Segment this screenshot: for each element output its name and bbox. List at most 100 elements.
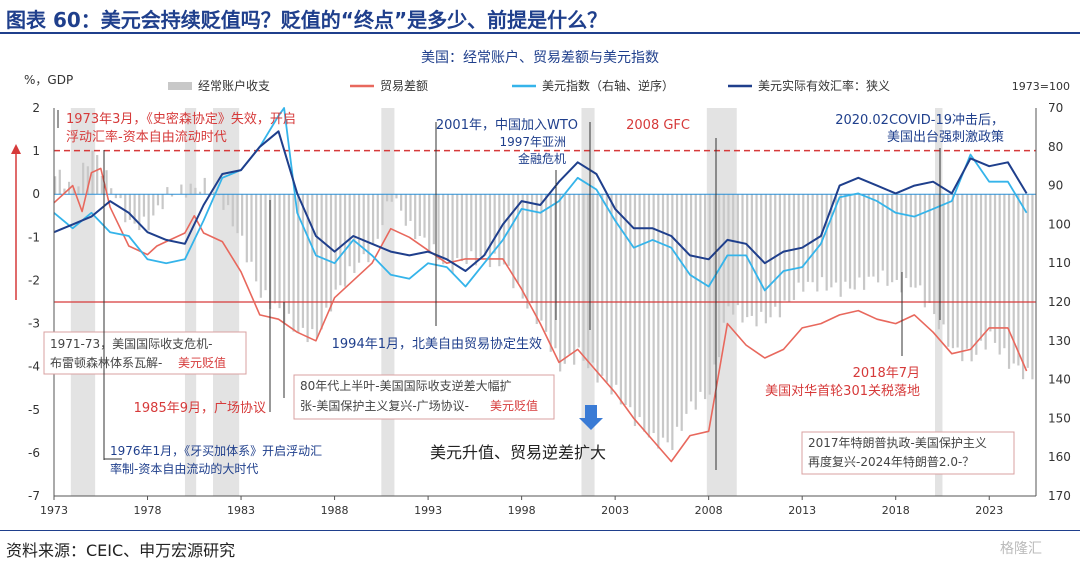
current-account-bar bbox=[1031, 194, 1034, 380]
legend: 经常账户收支 贸易差额 美元指数（右轴、逆序） 美元实际有效汇率：狭义 bbox=[168, 78, 890, 93]
current-account-bar bbox=[554, 194, 557, 349]
header: 图表 60：美元会持续贬值吗？贬值的“终点”是多少、前提是什么？ bbox=[0, 0, 1080, 32]
annotation-label: 2018年7月 bbox=[853, 366, 920, 381]
current-account-bar bbox=[222, 194, 225, 210]
annotation-label: 2001年，中国加入WTO bbox=[436, 118, 578, 133]
current-account-bar bbox=[142, 194, 146, 217]
current-account-bar bbox=[470, 194, 473, 252]
current-account-bar bbox=[596, 194, 599, 383]
right-tick-label: 70 bbox=[1048, 101, 1063, 115]
current-account-bar bbox=[77, 186, 80, 195]
current-account-bar bbox=[830, 194, 833, 288]
current-account-bar bbox=[797, 194, 800, 283]
left-tick-label: -1 bbox=[28, 230, 40, 244]
current-account-bar bbox=[549, 194, 552, 352]
current-account-bar bbox=[245, 194, 248, 263]
current-account-bar bbox=[170, 194, 174, 197]
current-account-bar bbox=[615, 194, 618, 385]
axes: 2 1 0 -1 -2 -3 -4 -5 -6 -7 70 80 90 100 110 120 130 140 15… bbox=[11, 101, 1071, 517]
current-account-bar bbox=[432, 194, 435, 245]
legend-label-dollar_index: 美元指数（右轴、逆序） bbox=[542, 78, 674, 93]
current-account-bar bbox=[657, 194, 660, 449]
legend-label-current_account: 经常账户收支 bbox=[198, 78, 270, 93]
current-account-bar bbox=[802, 194, 805, 292]
right-tick-label: 100 bbox=[1048, 217, 1071, 231]
current-account-bar bbox=[428, 194, 431, 254]
right-tick-label: 150 bbox=[1048, 411, 1071, 425]
right-tick-label: 170 bbox=[1048, 489, 1071, 503]
current-account-bar bbox=[250, 194, 253, 262]
current-account-bar bbox=[516, 194, 520, 284]
current-account-bar bbox=[708, 194, 711, 395]
current-account-bar bbox=[647, 194, 651, 438]
current-account-bar bbox=[414, 194, 417, 240]
current-account-bar bbox=[736, 194, 739, 306]
annotation-label: 2017年特朗普执政-美国保护主义 bbox=[808, 435, 987, 450]
current-account-bar bbox=[530, 194, 534, 304]
current-account-bar bbox=[315, 194, 319, 339]
current-account-bar bbox=[750, 194, 753, 316]
current-account-bar bbox=[629, 194, 632, 408]
current-account-bar bbox=[512, 194, 515, 289]
annotation-box bbox=[293, 374, 555, 420]
current-account-bar bbox=[1026, 194, 1029, 368]
chart: 2 1 0 -1 -2 -3 -4 -5 -6 -7 70 80 90 100 110 120 130 140 15… bbox=[11, 49, 1071, 517]
right-tick-label: 110 bbox=[1048, 256, 1071, 270]
annotation-label: 美元升值、贸易逆差扩大 bbox=[430, 443, 606, 462]
current-account-bar bbox=[605, 194, 608, 383]
current-account-bar bbox=[194, 187, 197, 195]
annotation-label: 张-美国保护主义复兴-广场协议- bbox=[300, 398, 469, 413]
annotation-label: 1973年3月，《史密森协定》失效，开启 bbox=[66, 111, 296, 127]
current-account-bar bbox=[119, 194, 122, 199]
current-account-bar bbox=[241, 194, 244, 236]
current-account-bar bbox=[236, 194, 239, 234]
current-account-bar bbox=[348, 194, 351, 267]
current-account-bar bbox=[862, 194, 866, 290]
current-account-bar bbox=[769, 194, 772, 318]
current-account-bar bbox=[947, 194, 950, 347]
current-account-bar bbox=[568, 194, 571, 355]
current-account-bar bbox=[362, 194, 365, 255]
trade-balance-line bbox=[53, 167, 1028, 463]
current-account-bar bbox=[474, 194, 478, 266]
x-tick-label: 1973 bbox=[40, 504, 68, 517]
current-account-bar bbox=[811, 194, 814, 283]
current-account-bar bbox=[357, 194, 361, 263]
current-account-bar bbox=[825, 194, 828, 291]
current-account-bar bbox=[203, 177, 206, 195]
annotation-label: 2020.02COVID-19冲击后， bbox=[835, 113, 1004, 128]
current-account-bar bbox=[409, 194, 412, 221]
current-account-bar bbox=[540, 194, 543, 321]
current-account-bar bbox=[259, 194, 262, 298]
current-account-bar bbox=[942, 194, 945, 325]
current-account-bar bbox=[390, 194, 393, 202]
current-account-bar bbox=[755, 194, 758, 327]
current-account-bar bbox=[166, 187, 169, 195]
current-account-bar bbox=[853, 194, 856, 290]
x-tick-label: 1993 bbox=[414, 504, 442, 517]
current-account-bar bbox=[909, 194, 912, 288]
current-account-bar bbox=[760, 194, 763, 312]
current-account-bar bbox=[928, 194, 931, 303]
current-account-bar bbox=[998, 194, 1001, 355]
annotation-label: 美元贬值 bbox=[178, 355, 226, 370]
current-account-bar bbox=[905, 194, 908, 279]
current-account-bar bbox=[689, 194, 693, 402]
x-tick-label: 1988 bbox=[321, 504, 349, 517]
current-account-bar bbox=[479, 194, 482, 257]
current-account-bar bbox=[493, 194, 496, 254]
current-account-bar bbox=[713, 194, 716, 365]
current-account-bar bbox=[96, 155, 99, 195]
current-account-bar bbox=[502, 194, 506, 265]
current-account-bar bbox=[671, 194, 674, 450]
annotation-label: 80年代上半叶-美国国际收支逆差大幅扩 bbox=[300, 378, 512, 393]
annotation-label: 1976年1月，《牙买加体系》开启浮动汇 bbox=[110, 444, 322, 458]
reer-line bbox=[53, 130, 1028, 272]
current-account-bar bbox=[732, 194, 735, 315]
current-account-bar bbox=[788, 194, 791, 302]
current-account-bar bbox=[881, 194, 884, 271]
annotation-label: 美元贬值 bbox=[490, 398, 538, 413]
current-account-bar bbox=[58, 169, 61, 195]
current-account-bar bbox=[334, 194, 337, 290]
current-account-bar bbox=[273, 194, 276, 304]
